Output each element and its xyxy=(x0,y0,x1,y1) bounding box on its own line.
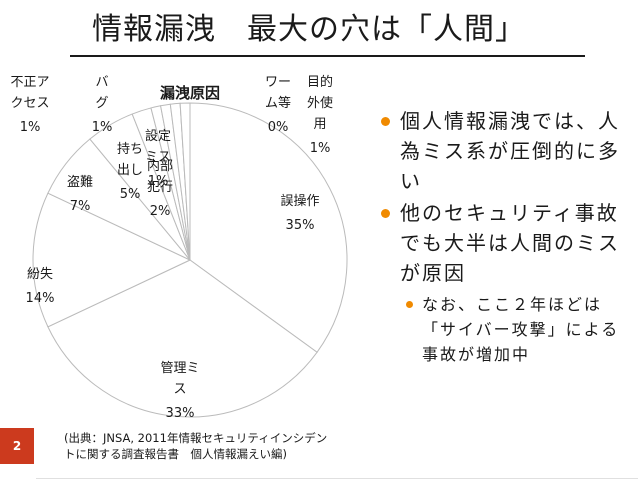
slice-label: 目的外使用 1% xyxy=(307,74,333,156)
title-underline xyxy=(70,55,585,57)
bullet-item: 他のセキュリティ事故でも大半は人間のミスが原因 xyxy=(378,198,636,288)
bullet-text: 他のセキュリティ事故でも大半は人間のミスが原因 xyxy=(400,201,620,285)
slice-label: 不正アクセス 1% xyxy=(10,75,49,135)
bullet-text: 個人情報漏洩では、人為ミス系が圧倒的に多い xyxy=(400,109,620,193)
pie-slices xyxy=(32,102,348,418)
slide-title: 情報漏洩 最大の穴は「人間」 xyxy=(92,12,526,47)
pie-slice xyxy=(32,192,192,328)
chart-title: 漏洩原因 xyxy=(160,84,220,102)
slice-label: 設定ミス 1% xyxy=(145,128,171,189)
page-number: 2 xyxy=(0,428,34,464)
slice-label: 内部犯行 2% xyxy=(147,158,173,219)
bullet-dot-icon xyxy=(381,117,390,126)
slice-label: 盗難 7% xyxy=(67,174,93,214)
bullet-dot-icon xyxy=(406,301,413,308)
bullet-list: 個人情報漏洩では、人為ミス系が圧倒的に多い 他のセキュリティ事故でも大半は人間の… xyxy=(378,106,636,367)
source-note: (出典：JNSA, 2011年情報セキュリティインシデントに関する調査報告書 個… xyxy=(64,431,328,461)
pie-slice xyxy=(189,102,348,353)
pie-chart: 誤操作 35% 管理ミス 33% 紛失 14% 盗難 7% 持ち出し 5%内部犯行 2%設定ミス 1%… xyxy=(10,74,348,421)
bullet-dot-icon xyxy=(381,209,390,218)
slice-label: 管理ミス 33% xyxy=(160,361,199,421)
slice-label: 持ち出し 5% xyxy=(117,142,143,202)
slice-label: バグ 1% xyxy=(92,75,113,135)
slice-label: 紛失 14% xyxy=(26,267,55,306)
bullet-item: 個人情報漏洩では、人為ミス系が圧倒的に多い xyxy=(378,106,636,196)
pie-labels: 誤操作 35% 管理ミス 33% 紛失 14% 盗難 7% 持ち出し 5%内部犯行 2%設定ミス 1%… xyxy=(10,74,333,421)
pie-slice xyxy=(47,259,318,418)
sub-bullet-text: なお、ここ２年ほどは「サイバー攻撃」による事故が増加中 xyxy=(422,295,620,364)
sub-bullet-item: なお、ここ２年ほどは「サイバー攻撃」による事故が増加中 xyxy=(378,292,636,367)
pie-slice xyxy=(179,102,191,261)
slice-label: 誤操作 35% xyxy=(280,193,319,233)
slice-label: ワーム等 0% xyxy=(265,75,291,135)
